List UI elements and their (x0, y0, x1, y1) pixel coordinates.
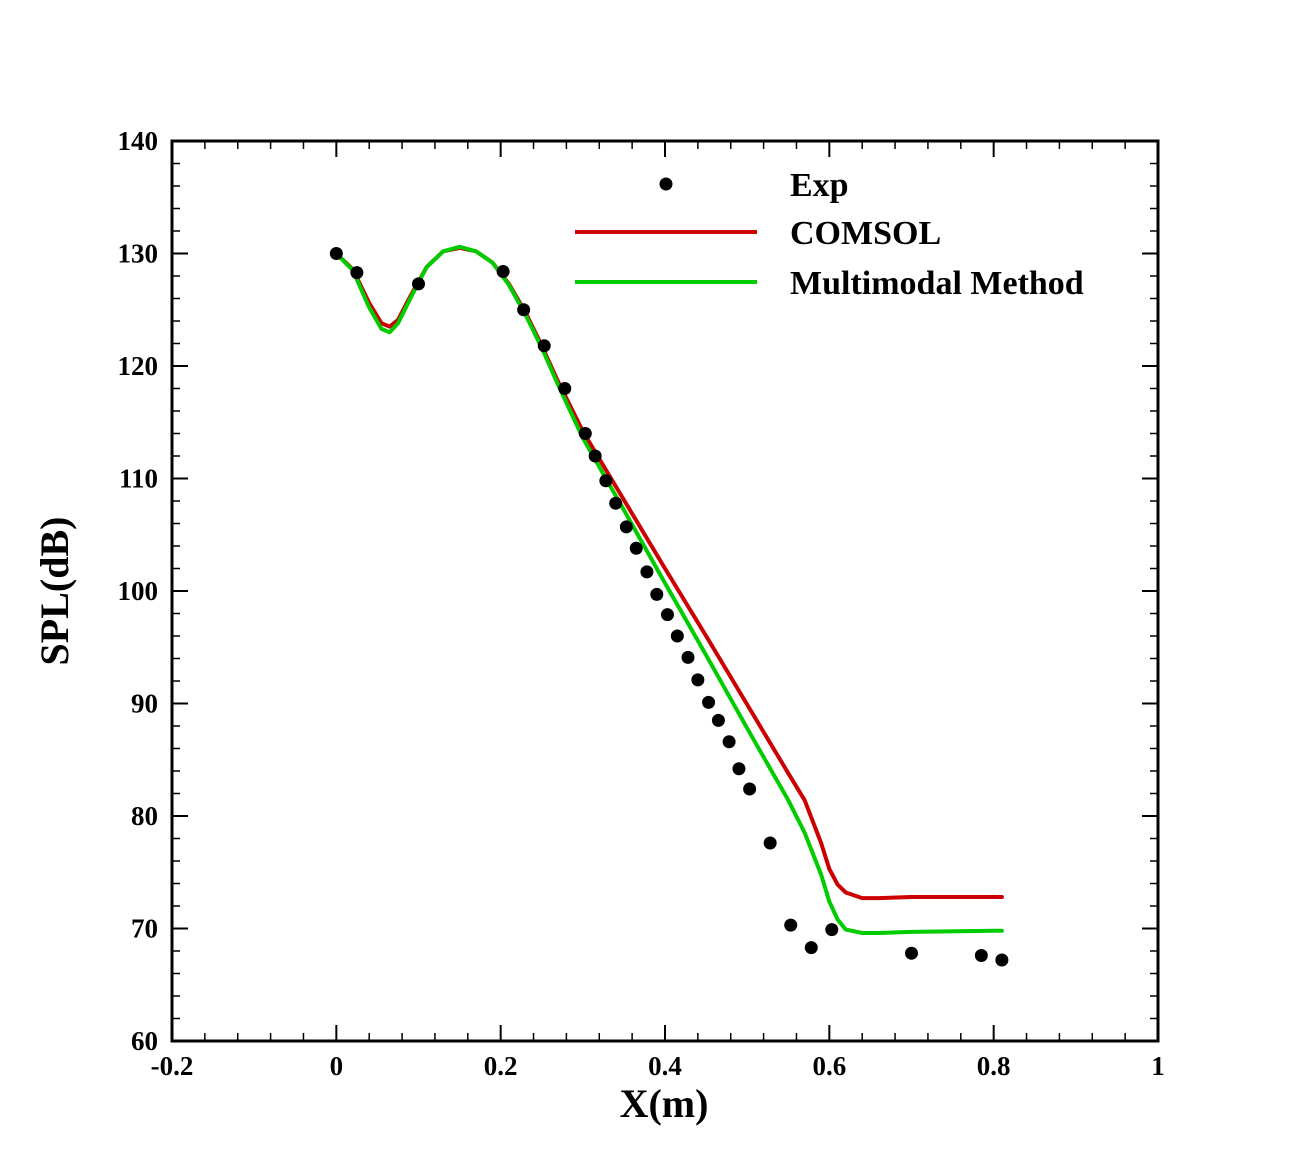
exp-data-point (650, 587, 664, 601)
y-tick-label: 120 (118, 351, 159, 381)
y-tick-label: 110 (119, 464, 158, 494)
x-tick-label: 0.2 (484, 1051, 518, 1081)
exp-data-point (619, 520, 633, 534)
x-tick-label: 0.8 (977, 1051, 1011, 1081)
exp-data-point (350, 266, 364, 280)
legend-marker-exp (659, 177, 673, 191)
exp-data-point (329, 247, 343, 260)
y-tick-label: 60 (131, 1026, 158, 1056)
exp-data-point (711, 713, 725, 727)
exp-data-point (609, 496, 623, 510)
x-tick-label: 0 (330, 1051, 344, 1081)
exp-data-point (660, 608, 674, 622)
x-tick-label: 0.4 (648, 1051, 682, 1081)
exp-data-point (496, 265, 510, 278)
exp-data-point (599, 474, 613, 488)
exp-data-point (412, 277, 425, 291)
legend-label-exp: Exp (790, 167, 849, 204)
comsol-series-line (334, 245, 1004, 901)
exp-data-point (691, 673, 705, 687)
x-tick-label: 1 (1151, 1051, 1165, 1081)
exp-data-point (517, 303, 531, 317)
legend: Exp COMSOL Multimodal Method (575, 167, 1084, 302)
exp-data-point (743, 782, 757, 796)
y-tick-label: 100 (118, 576, 159, 606)
exp-data-point (995, 953, 1009, 967)
exp-data-point (763, 836, 777, 850)
x-axis-title: X(m) (620, 1081, 709, 1126)
exp-data-point (722, 735, 736, 749)
y-tick-label: 130 (118, 239, 159, 269)
y-axis-title: SPL(dB) (32, 517, 77, 666)
exp-data-point (578, 427, 592, 440)
exp-data-point (905, 946, 918, 960)
legend-label-comsol: COMSOL (790, 215, 941, 252)
exp-data-point (732, 762, 746, 776)
exp-data-point (784, 918, 798, 932)
exp-data-point (537, 339, 551, 353)
exp-data-point (629, 541, 643, 555)
exp-data-point (670, 629, 684, 643)
exp-data-point (974, 949, 988, 962)
exp-data-point (702, 695, 716, 709)
y-tick-label: 90 (131, 689, 158, 719)
axis-ticks (171, 140, 1159, 1042)
axis-tick-labels: -0.2 0 0.2 0.4 0.6 0.8 1 60 70 80 90 100 110 120 130 14… (118, 126, 1165, 1081)
y-tick-label: 80 (131, 801, 158, 831)
plot-series (329, 244, 1009, 967)
y-tick-label: 70 (131, 914, 158, 944)
exp-data-point (640, 565, 654, 579)
exp-data-point (681, 650, 695, 664)
exp-data-point (825, 923, 839, 937)
y-tick-label: 140 (118, 126, 159, 156)
legend-label-multimodal-method: Multimodal Method (790, 265, 1084, 302)
multimodal-method-series-line (334, 244, 1004, 935)
x-tick-label: -0.2 (151, 1051, 194, 1081)
x-tick-label: 0.6 (812, 1051, 846, 1081)
exp-data-point (804, 941, 818, 955)
exp-data-point (588, 449, 602, 463)
exp-data-point (558, 382, 572, 395)
